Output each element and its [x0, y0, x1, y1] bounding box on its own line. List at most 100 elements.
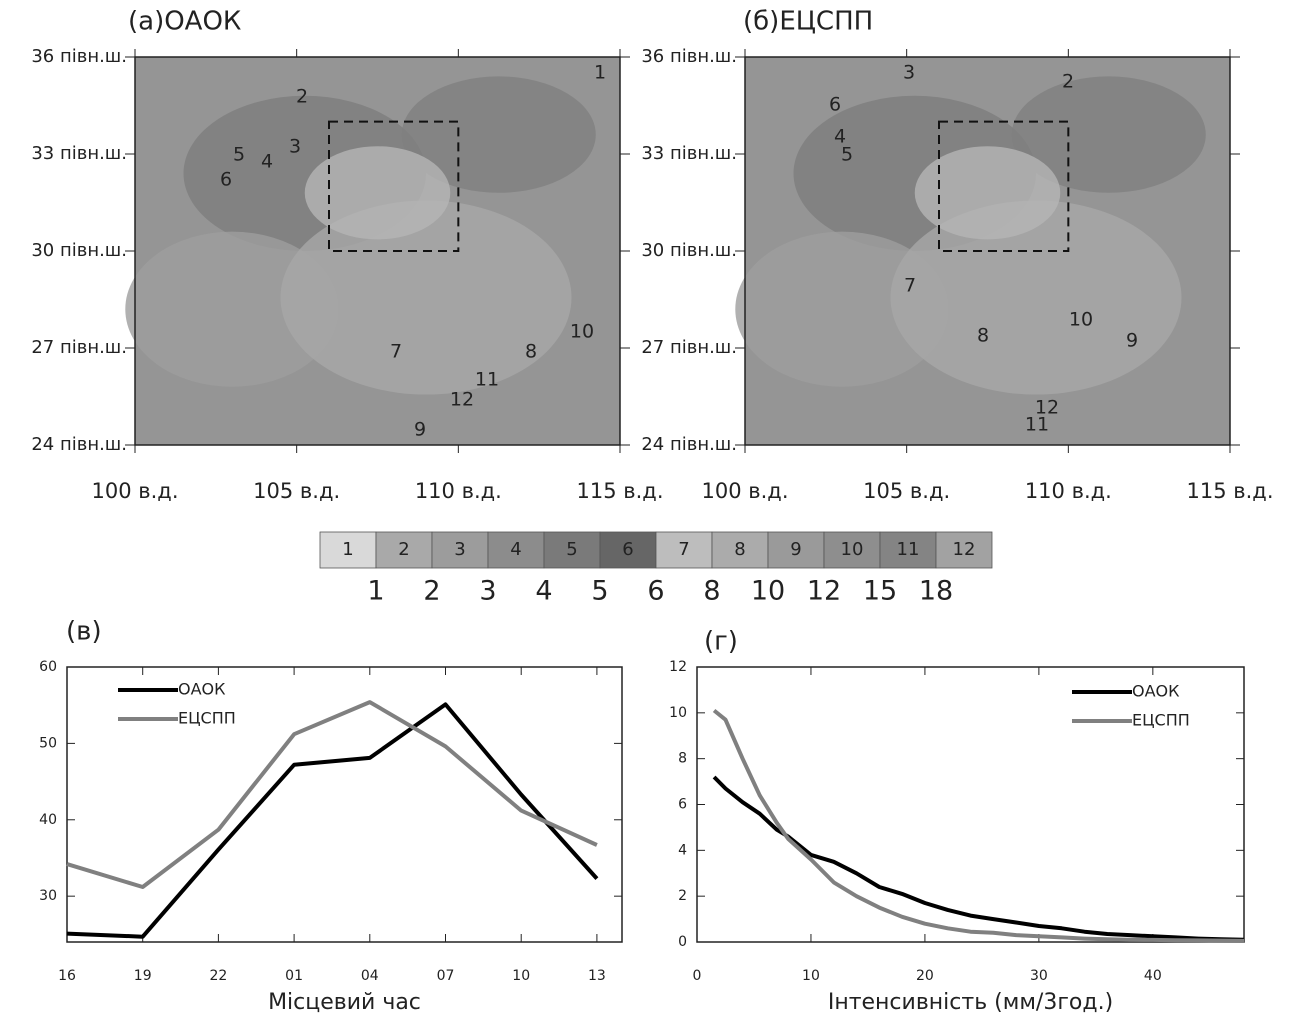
- map-field-patch: [914, 146, 1061, 240]
- y-tick-label: 2: [678, 888, 687, 904]
- region-label: 9: [1126, 330, 1138, 352]
- region-label: 8: [525, 341, 537, 363]
- region-label: 12: [1035, 397, 1059, 419]
- y-tick-label: 27 півн.ш.: [641, 337, 737, 358]
- region-label: 11: [475, 369, 499, 391]
- colorbar-box: [879, 531, 937, 569]
- colorbar-box: [935, 531, 993, 569]
- series-line: [66, 702, 599, 939]
- colorbar-class: 4: [510, 539, 521, 560]
- colorbar-class: 1: [342, 539, 353, 560]
- colorbar-tick-label: 3: [479, 576, 496, 607]
- study-area-box: [328, 120, 460, 252]
- colorbar-tick-label: 10: [751, 576, 785, 607]
- colorbar-tick-label: 8: [703, 576, 720, 607]
- map-field-patch: [735, 231, 949, 387]
- region-label: 10: [1069, 309, 1093, 331]
- region-label: 3: [903, 62, 915, 84]
- y-tick-label: 12: [669, 659, 687, 675]
- x-tick-label: 22: [209, 968, 227, 984]
- series-line: [66, 700, 598, 889]
- y-tick-label: 8: [678, 751, 687, 767]
- y-tick-label: 24 півн.ш.: [31, 434, 127, 455]
- region-label: 5: [841, 144, 853, 166]
- y-tick-label: 10: [669, 705, 687, 721]
- map-title: (б)ЕЦСПП: [743, 7, 873, 37]
- region-label: 7: [904, 275, 916, 297]
- x-tick-label: 40: [1144, 968, 1162, 984]
- study-area-box: [938, 120, 1070, 252]
- colorbar-tick-label: 4: [535, 576, 552, 607]
- legend-label: ОАОК: [1132, 682, 1180, 701]
- colorbar-box: [543, 531, 601, 569]
- series-line: [712, 775, 1245, 942]
- region-label: 7: [390, 341, 402, 363]
- series-line: [712, 708, 1245, 943]
- y-tick-label: 24 півн.ш.: [641, 434, 737, 455]
- region-label: 2: [1062, 71, 1074, 93]
- y-tick-label: 6: [678, 797, 687, 813]
- x-axis-label: Місцевий час: [268, 990, 421, 1015]
- x-tick-label: 110 в.д.: [1025, 479, 1112, 503]
- y-tick-label: 50: [39, 735, 57, 751]
- region-label: 12: [450, 389, 474, 411]
- colorbar-tick-label: 1: [367, 576, 384, 607]
- region-label: 6: [829, 94, 841, 116]
- plot-frame: [696, 666, 1245, 943]
- y-tick-label: 36 півн.ш.: [641, 46, 737, 67]
- region-label: 6: [220, 169, 232, 191]
- region-label: 1: [594, 62, 606, 84]
- region-label: 4: [834, 126, 846, 148]
- colorbar-box: [319, 531, 377, 569]
- colorbar-box: [823, 531, 881, 569]
- region-label: 5: [233, 144, 245, 166]
- legend-label: ЕЦСПП: [178, 709, 236, 728]
- x-tick-label: 100 в.д.: [701, 479, 788, 503]
- x-tick-label: 19: [134, 968, 152, 984]
- region-label: 10: [570, 321, 594, 343]
- colorbar-class: 2: [398, 539, 409, 560]
- colorbar-box: [375, 531, 433, 569]
- y-tick-label: 0: [678, 934, 687, 950]
- map-field-patch: [304, 146, 451, 240]
- x-tick-label: 110 в.д.: [415, 479, 502, 503]
- plot-frame: [66, 666, 623, 943]
- colorbar-class: 7: [678, 539, 689, 560]
- x-tick-label: 30: [1030, 968, 1048, 984]
- y-tick-label: 60: [39, 659, 57, 675]
- y-tick-label: 4: [678, 842, 687, 858]
- map-field-patch: [125, 231, 339, 387]
- map-field-patch: [890, 200, 1182, 395]
- colorbar-tick-label: 5: [591, 576, 608, 607]
- y-tick-label: 30 півн.ш.: [31, 240, 127, 261]
- colorbar-box: [655, 531, 713, 569]
- colorbar-tick-label: 12: [807, 576, 841, 607]
- colorbar-class: 11: [897, 539, 920, 560]
- x-tick-label: 115 в.д.: [576, 479, 663, 503]
- map-field-patch: [1011, 76, 1206, 193]
- panel-title: (г): [704, 627, 738, 657]
- region-label: 4: [261, 151, 273, 173]
- x-tick-label: 07: [437, 968, 455, 984]
- region-label: 9: [414, 419, 426, 441]
- region-label: 8: [977, 325, 989, 347]
- panel-title: (в): [66, 617, 102, 647]
- colorbar-class: 10: [841, 539, 864, 560]
- colorbar-class: 6: [622, 539, 633, 560]
- x-tick-label: 04: [361, 968, 379, 984]
- y-tick-label: 27 півн.ш.: [31, 337, 127, 358]
- colorbar-tick-label: 2: [423, 576, 440, 607]
- legend-label: ЕЦСПП: [1132, 711, 1190, 730]
- x-tick-label: 115 в.д.: [1186, 479, 1273, 503]
- map-field-patch: [401, 76, 596, 193]
- map-title: (а)ОАОК: [128, 7, 241, 37]
- y-tick-label: 36 півн.ш.: [31, 46, 127, 67]
- colorbar-class: 9: [790, 539, 801, 560]
- colorbar-box: [599, 531, 657, 569]
- colorbar-class: 12: [953, 539, 976, 560]
- x-axis-label: Інтенсивність (мм/3год.): [828, 990, 1113, 1015]
- y-tick-label: 30: [39, 888, 57, 904]
- colorbar-class: 3: [454, 539, 465, 560]
- x-tick-label: 10: [512, 968, 530, 984]
